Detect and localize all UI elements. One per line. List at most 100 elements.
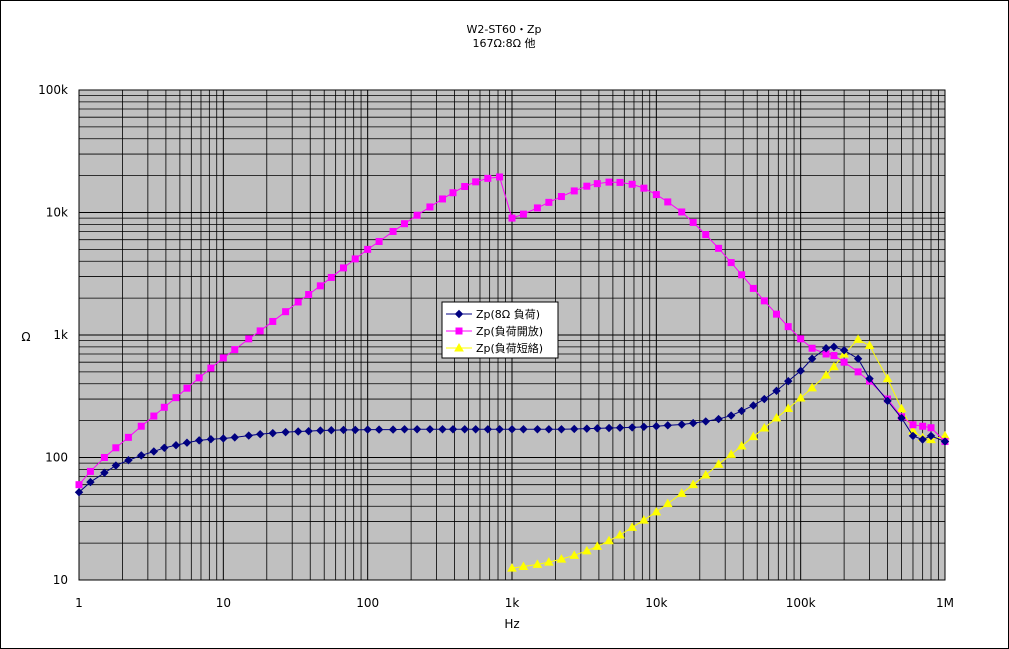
y-tick-label: 1k bbox=[53, 328, 68, 342]
data-point bbox=[455, 327, 463, 335]
data-point bbox=[400, 425, 409, 434]
data-point bbox=[772, 310, 780, 318]
data-point bbox=[86, 467, 94, 475]
data-point bbox=[255, 429, 265, 439]
data-point bbox=[829, 361, 839, 371]
y-tick-labels: 10 100 1k 10k 100k bbox=[38, 83, 68, 587]
chart-title: W2-ST60・Zp bbox=[466, 23, 541, 36]
data-point bbox=[557, 193, 565, 201]
data-point bbox=[583, 182, 591, 190]
data-point bbox=[269, 317, 277, 325]
data-point bbox=[544, 425, 554, 434]
data-point bbox=[940, 437, 950, 446]
data-point bbox=[160, 443, 169, 453]
data-point bbox=[749, 284, 757, 292]
data-point bbox=[918, 435, 927, 444]
data-point bbox=[760, 297, 768, 305]
data-point bbox=[700, 469, 711, 479]
data-point bbox=[316, 426, 325, 435]
data-point bbox=[639, 422, 649, 432]
data-point bbox=[483, 425, 493, 434]
data-point bbox=[853, 334, 863, 343]
data-point bbox=[137, 422, 145, 430]
data-point bbox=[726, 449, 737, 458]
data-point bbox=[839, 346, 849, 355]
data-point bbox=[316, 282, 324, 290]
data-point bbox=[256, 327, 264, 335]
data-point bbox=[581, 545, 592, 555]
x-tick-label: 1 bbox=[75, 596, 83, 610]
data-point bbox=[807, 382, 817, 392]
data-point bbox=[795, 392, 806, 402]
legend-label: Zp(負荷短絡) bbox=[476, 341, 543, 355]
data-point bbox=[412, 425, 422, 434]
series-3 bbox=[507, 334, 950, 572]
data-point bbox=[865, 374, 874, 383]
data-point bbox=[864, 340, 875, 350]
data-point bbox=[351, 255, 359, 263]
data-point bbox=[281, 427, 290, 437]
data-point bbox=[677, 420, 686, 429]
legend-item: Zp(負荷開放) bbox=[446, 324, 543, 338]
data-point bbox=[495, 425, 504, 434]
data-point bbox=[748, 431, 759, 441]
data-point bbox=[593, 180, 601, 188]
data-point bbox=[532, 559, 543, 568]
data-point bbox=[896, 403, 907, 413]
data-point bbox=[518, 561, 529, 570]
data-point bbox=[363, 425, 372, 434]
x-tick-label: 10 bbox=[216, 596, 231, 610]
legend: Zp(8Ω 負荷) Zp(負荷開放) Zp(負荷短絡) bbox=[441, 301, 559, 359]
data-point bbox=[75, 481, 83, 489]
data-point bbox=[688, 479, 699, 489]
data-point bbox=[882, 373, 893, 383]
data-point bbox=[351, 425, 360, 435]
data-point bbox=[714, 414, 723, 424]
data-point bbox=[883, 396, 892, 406]
data-point bbox=[593, 424, 602, 433]
data-point bbox=[569, 550, 580, 559]
data-point bbox=[425, 425, 435, 434]
data-point bbox=[738, 271, 746, 279]
data-point bbox=[244, 431, 253, 440]
data-point bbox=[702, 231, 710, 239]
data-point bbox=[327, 273, 335, 281]
series-1 bbox=[74, 342, 950, 497]
data-point bbox=[604, 535, 614, 545]
data-point bbox=[171, 440, 181, 450]
data-point bbox=[701, 417, 710, 426]
data-point bbox=[592, 541, 603, 550]
data-point bbox=[230, 433, 239, 442]
data-point bbox=[664, 198, 672, 206]
data-point bbox=[448, 425, 458, 434]
data-point bbox=[294, 298, 302, 306]
data-point bbox=[519, 210, 527, 218]
y-tick-label: 10 bbox=[53, 573, 68, 587]
data-point bbox=[438, 425, 447, 434]
data-point bbox=[627, 522, 638, 531]
data-point bbox=[927, 424, 935, 432]
data-point bbox=[688, 418, 698, 428]
data-point bbox=[282, 308, 290, 316]
data-point bbox=[439, 195, 447, 203]
data-point bbox=[639, 515, 649, 524]
data-point bbox=[374, 425, 384, 434]
data-point bbox=[471, 425, 480, 434]
data-point bbox=[461, 183, 469, 191]
data-point bbox=[100, 468, 109, 478]
legend-label: Zp(負荷開放) bbox=[476, 324, 543, 338]
data-point bbox=[496, 173, 504, 181]
data-point bbox=[737, 406, 746, 416]
data-point bbox=[206, 435, 216, 444]
x-tick-label: 100k bbox=[786, 596, 816, 610]
data-point bbox=[796, 366, 805, 376]
data-point bbox=[829, 342, 839, 352]
data-point bbox=[231, 346, 239, 354]
data-point bbox=[150, 412, 158, 420]
data-point bbox=[908, 431, 918, 441]
data-point bbox=[663, 421, 672, 430]
data-point bbox=[640, 184, 648, 192]
data-point bbox=[112, 444, 120, 452]
data-point bbox=[305, 291, 313, 299]
y-axis-label: Ω bbox=[21, 330, 30, 344]
